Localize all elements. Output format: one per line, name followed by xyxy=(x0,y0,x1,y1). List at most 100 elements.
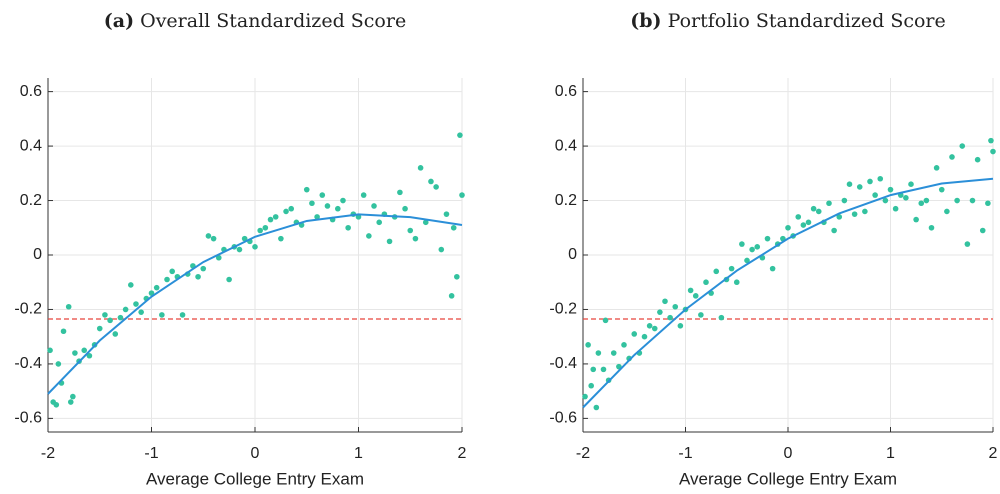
x-tick-label: 1 xyxy=(886,445,895,462)
data-point xyxy=(397,189,403,196)
data-point xyxy=(454,273,460,280)
data-point xyxy=(988,137,994,144)
x-tick-label: -1 xyxy=(678,445,692,462)
x-axis-label: Average College Entry Exam xyxy=(146,469,364,488)
data-point xyxy=(744,257,750,264)
data-point xyxy=(236,246,243,253)
fit-line xyxy=(47,213,463,395)
data-point xyxy=(903,195,909,201)
data-point xyxy=(672,303,679,310)
data-point xyxy=(65,303,72,310)
x-axis-label: Average College Entry Exam xyxy=(679,469,897,488)
y-tick-label: -0.6 xyxy=(14,410,42,427)
chart-title: (a) Overall Standardized Score xyxy=(104,10,406,32)
data-point xyxy=(631,331,638,337)
data-point xyxy=(877,175,884,182)
data-point xyxy=(443,211,450,217)
data-point xyxy=(703,279,709,286)
data-point xyxy=(739,241,745,247)
data-point xyxy=(949,154,955,160)
data-point xyxy=(169,268,175,275)
title-text: Portfolio Standardized Score xyxy=(668,10,946,32)
data-point xyxy=(102,312,108,318)
data-point xyxy=(831,227,837,234)
data-point xyxy=(148,290,155,296)
data-point xyxy=(448,293,455,299)
data-point xyxy=(646,323,653,329)
data-point xyxy=(718,314,725,321)
data-point xyxy=(815,208,822,215)
data-point xyxy=(959,143,966,149)
data-point xyxy=(459,192,465,198)
x-tick-label: 2 xyxy=(989,445,998,462)
data-point xyxy=(55,361,62,367)
data-point xyxy=(128,282,134,288)
data-point xyxy=(933,165,940,171)
data-point xyxy=(288,205,295,212)
data-point xyxy=(692,293,699,299)
data-point xyxy=(457,132,463,138)
data-point xyxy=(278,235,284,242)
data-point xyxy=(433,184,439,190)
y-tick-label: -0.2 xyxy=(14,301,42,318)
data-point xyxy=(153,284,160,291)
data-point xyxy=(371,203,377,209)
data-point xyxy=(438,246,445,253)
data-point xyxy=(257,227,263,234)
data-point xyxy=(215,254,222,261)
chart-title: (b) Portfolio Standardized Score xyxy=(630,10,946,32)
data-point xyxy=(810,205,817,212)
data-point xyxy=(376,219,383,226)
data-point xyxy=(944,208,950,215)
data-point xyxy=(969,197,976,204)
data-point xyxy=(600,366,607,373)
data-point xyxy=(826,200,832,207)
data-point xyxy=(687,287,694,294)
data-point xyxy=(303,186,310,193)
data-point xyxy=(610,350,617,356)
data-point xyxy=(319,192,326,198)
data-point xyxy=(450,224,457,231)
data-point xyxy=(309,200,315,207)
data-point xyxy=(641,333,648,340)
data-point xyxy=(713,268,720,275)
data-point xyxy=(179,312,186,318)
data-point xyxy=(262,224,269,231)
title-text: Overall Standardized Score xyxy=(140,10,406,32)
data-point xyxy=(887,186,894,193)
x-tick-label: 2 xyxy=(458,445,467,462)
y-tick-label: -0.2 xyxy=(549,301,577,318)
data-point xyxy=(267,216,274,223)
data-point xyxy=(846,181,853,187)
data-point xyxy=(195,273,201,280)
data-point xyxy=(122,306,129,313)
data-point xyxy=(210,235,217,242)
data-point xyxy=(112,331,119,337)
data-point xyxy=(159,312,165,318)
data-point xyxy=(856,184,863,190)
x-tick-label: 0 xyxy=(251,445,260,462)
y-tick-label: -0.6 xyxy=(549,410,577,427)
y-tick-label: 0.6 xyxy=(20,83,42,100)
data-point xyxy=(928,224,935,231)
data-point xyxy=(96,325,103,332)
data-point xyxy=(923,197,930,204)
y-tick-label: 0 xyxy=(33,246,42,263)
data-point xyxy=(205,233,212,239)
data-point xyxy=(314,214,320,220)
data-point xyxy=(841,197,848,204)
data-point xyxy=(138,309,144,315)
y-tick-label: 0.2 xyxy=(555,192,577,209)
data-point xyxy=(590,366,597,373)
data-point xyxy=(107,317,113,324)
data-point xyxy=(749,246,755,253)
data-point xyxy=(60,328,67,335)
data-point xyxy=(621,342,627,348)
data-point xyxy=(117,314,124,321)
y-tick-label: 0.6 xyxy=(555,83,577,100)
data-point xyxy=(918,200,925,207)
data-point xyxy=(585,342,591,348)
data-point xyxy=(964,241,971,247)
